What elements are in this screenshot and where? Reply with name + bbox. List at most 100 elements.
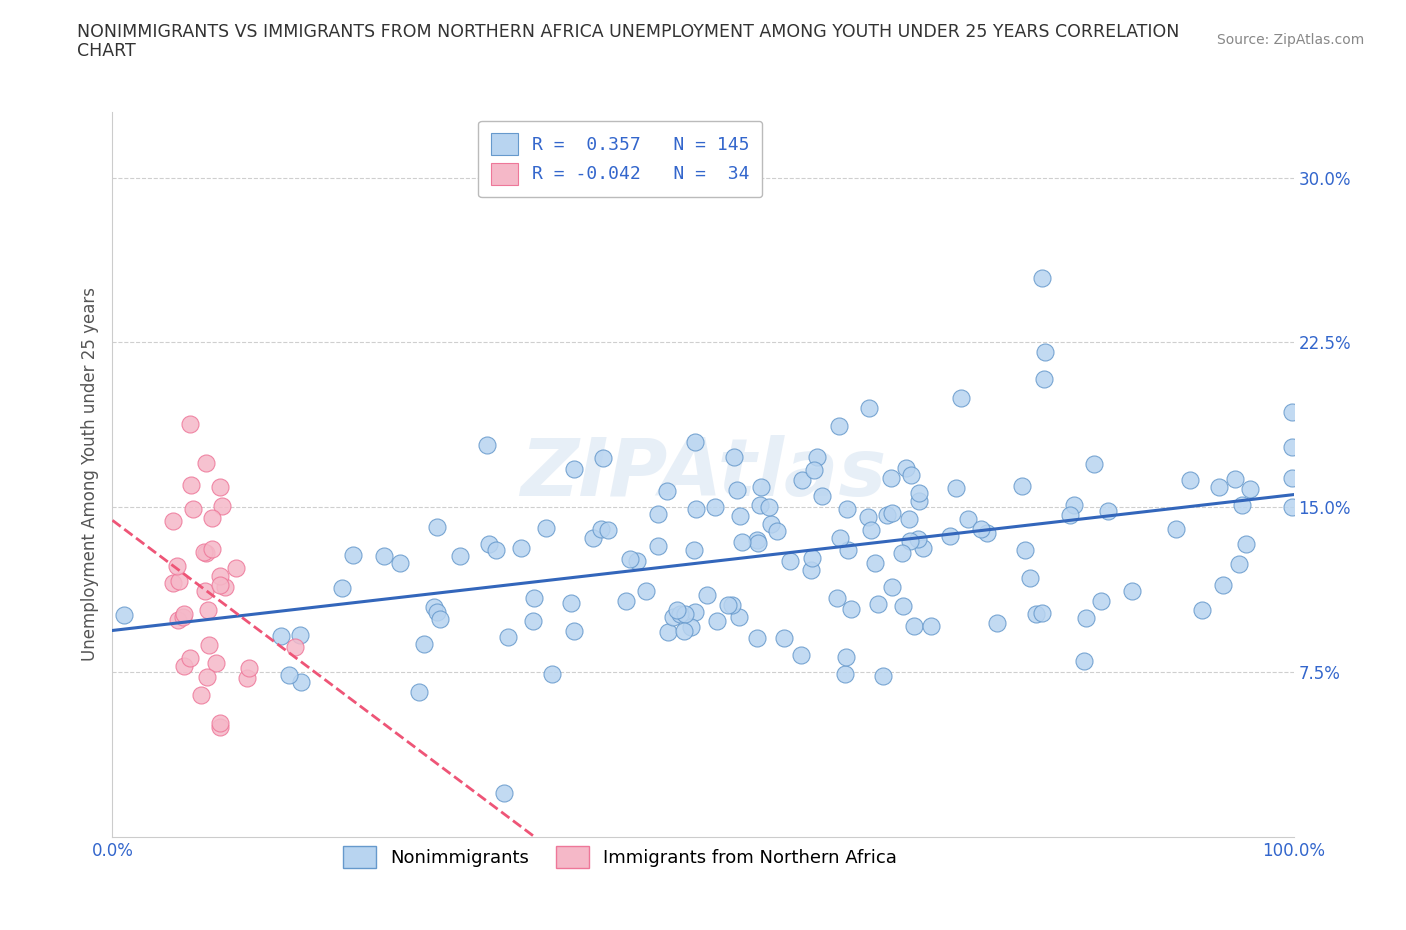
Point [522,613,544,628]
Point [167,613,190,628]
Point [1223,472,1246,486]
Point [208,715,231,730]
Point [190,687,212,702]
Point [662,609,685,624]
Point [837,542,859,557]
Point [475,437,498,452]
Point [747,532,769,547]
Point [582,531,605,546]
Point [747,631,769,645]
Point [890,545,912,560]
Point [806,450,828,465]
Y-axis label: Unemployment Among Youth under 25 years: Unemployment Among Youth under 25 years [80,287,98,661]
Point [201,511,224,525]
Point [1011,479,1033,494]
Point [211,498,233,513]
Point [907,532,929,547]
Point [1227,556,1250,571]
Point [1208,480,1230,495]
Point [828,418,851,433]
Point [872,669,894,684]
Point [803,463,825,478]
Point [706,614,728,629]
Point [449,549,471,564]
Point [866,596,889,611]
Point [1083,457,1105,472]
Point [673,623,696,638]
Point [1178,472,1201,487]
Point [647,538,669,553]
Point [426,519,449,534]
Point [759,516,782,531]
Point [591,522,613,537]
Point [834,667,856,682]
Point [197,603,219,618]
Point [772,631,794,645]
Point [173,659,195,674]
Point [1059,507,1081,522]
Point [949,391,972,405]
Point [634,583,657,598]
Point [562,462,585,477]
Point [790,472,813,487]
Text: Source: ZipAtlas.com: Source: ZipAtlas.com [1216,33,1364,46]
Point [626,553,648,568]
Point [976,525,998,540]
Text: CHART: CHART [77,42,136,60]
Point [1212,578,1234,592]
Point [541,666,564,681]
Point [167,573,190,588]
Point [1230,498,1253,512]
Point [388,556,411,571]
Point [284,640,307,655]
Point [863,555,886,570]
Point [779,553,801,568]
Point [1281,499,1303,514]
Point [908,493,931,508]
Point [1281,471,1303,485]
Point [683,604,706,619]
Point [485,543,508,558]
Point [666,603,689,618]
Point [1073,654,1095,669]
Point [1031,270,1053,285]
Point [880,505,903,520]
Point [657,625,679,640]
Point [811,488,834,503]
Point [208,578,231,593]
Point [669,606,692,621]
Point [1090,594,1112,609]
Point [290,674,312,689]
Point [721,598,744,613]
Point [839,602,862,617]
Point [204,656,226,671]
Point [835,649,858,664]
Point [1031,605,1053,620]
Point [969,522,991,537]
Point [1025,607,1047,622]
Point [592,450,614,465]
Point [1234,537,1257,551]
Point [647,507,669,522]
Point [900,468,922,483]
Point [986,616,1008,631]
Point [898,512,921,526]
Point [728,609,751,624]
Point [534,520,557,535]
Point [858,401,880,416]
Point [837,501,859,516]
Point [498,630,520,644]
Point [330,580,353,595]
Point [181,502,204,517]
Point [162,576,184,591]
Point [560,595,582,610]
Point [195,546,218,561]
Point [685,501,707,516]
Point [896,461,918,476]
Point [731,535,754,550]
Point [747,535,769,550]
Point [162,513,184,528]
Point [683,434,706,449]
Point [412,636,434,651]
Point [790,647,813,662]
